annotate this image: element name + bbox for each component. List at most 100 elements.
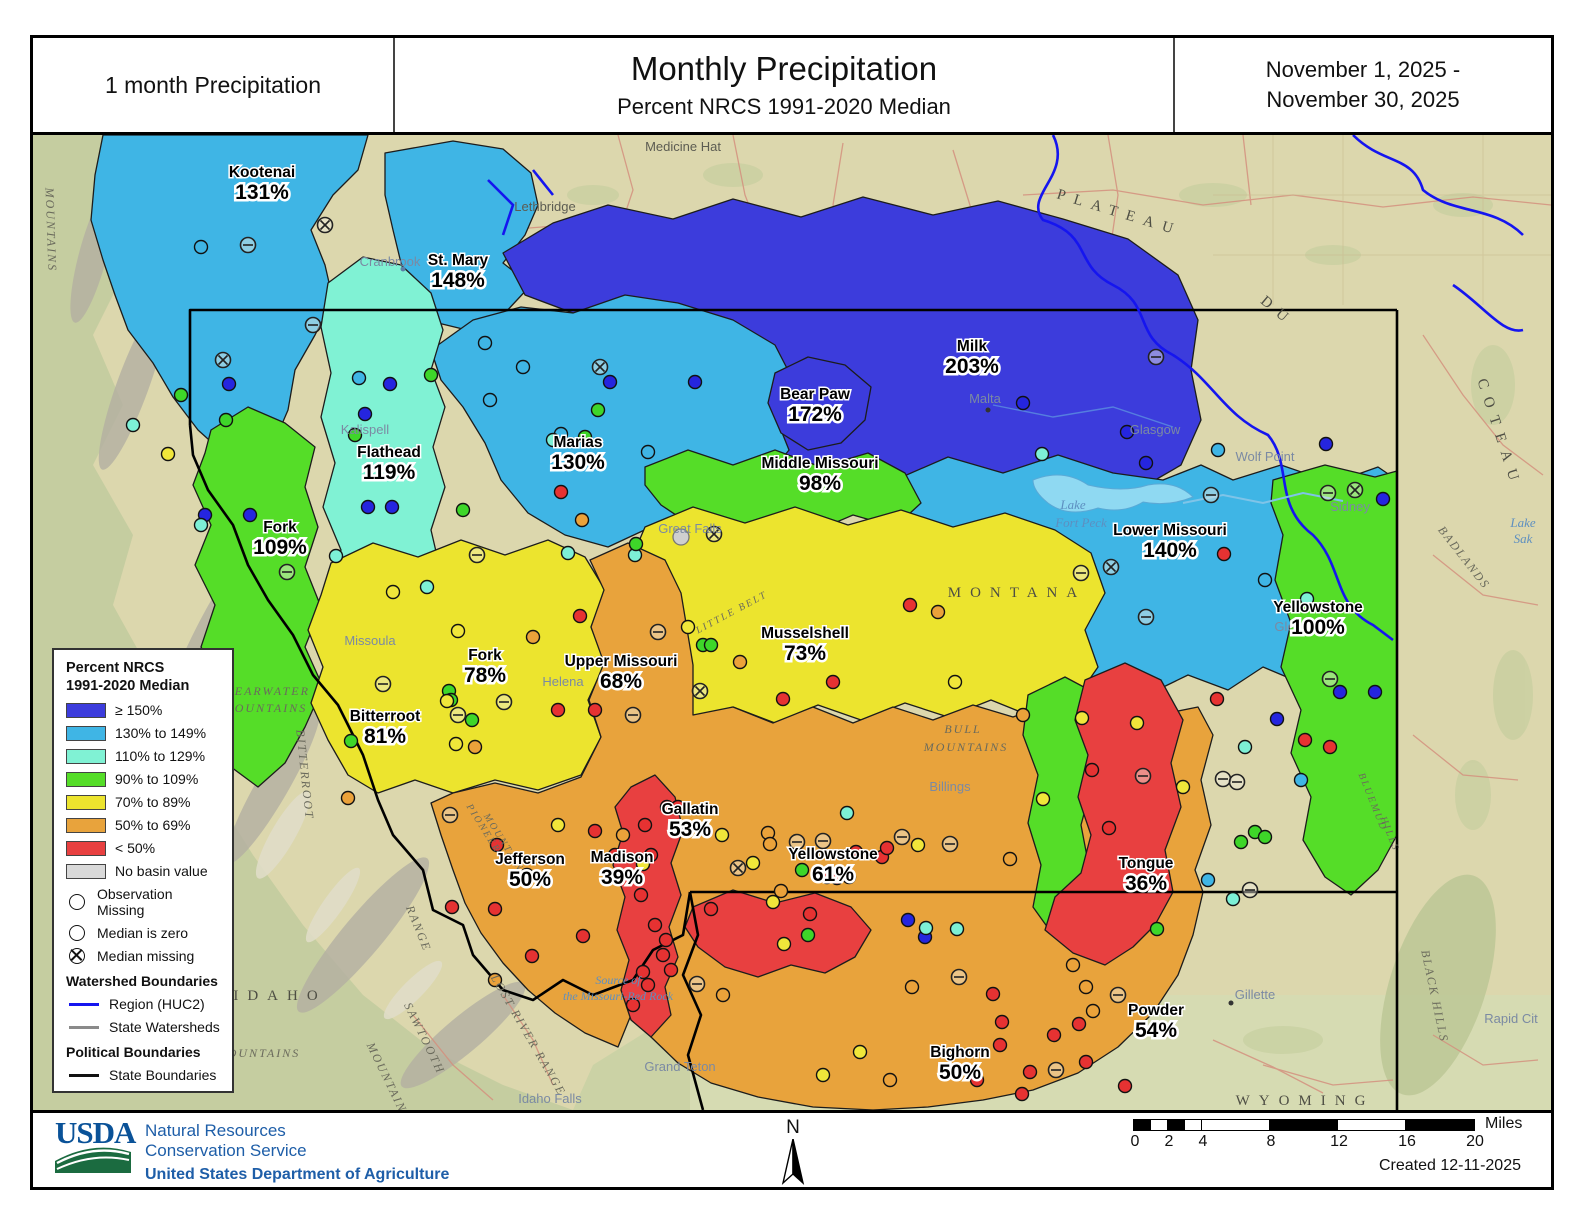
watershed-map-svg: PLATEAU DU COTEAU MONTANA WYOMING IDAHO … [33, 135, 1551, 1110]
svg-text:Grand Teton: Grand Teton [644, 1059, 715, 1074]
svg-text:Helena: Helena [542, 674, 584, 689]
swatch-130-149 [66, 725, 106, 741]
svg-text:IDAHO: IDAHO [233, 988, 326, 1004]
svg-text:MOUNTAINS: MOUNTAINS [222, 701, 307, 715]
header-left-cell: 1 month Precipitation [33, 38, 395, 132]
svg-text:Kootenai: Kootenai [229, 164, 295, 181]
legend-class-row: 110% to 129% [66, 748, 222, 764]
usda-logo-block: USDA Natural Resources Conservation Serv… [55, 1117, 449, 1184]
legend-symbol-row: Median is zero [66, 925, 222, 942]
svg-text:Rapid Cit: Rapid Cit [1484, 1011, 1538, 1026]
swatch-90-109 [66, 771, 106, 787]
svg-text:50%: 50% [509, 868, 551, 891]
svg-text:Gallatin: Gallatin [662, 801, 719, 818]
scale-ticks: 0 2 4 8 12 16 20 [1130, 1133, 1484, 1150]
region-huc2-line-icon [69, 1002, 99, 1006]
svg-text:Great Falls: Great Falls [658, 521, 722, 536]
svg-text:Tongue: Tongue [1119, 855, 1174, 872]
svg-text:Source of: Source of [595, 973, 642, 987]
basin-bearpaw-outline [767, 356, 872, 451]
svg-text:81%: 81% [364, 725, 406, 748]
date-range-line1: November 1, 2025 - [1265, 57, 1461, 83]
svg-text:the Missouri-Red Rock: the Missouri-Red Rock [563, 989, 674, 1003]
svg-text:100%: 100% [1291, 616, 1345, 639]
created-date: Created 12-11-2025 [1378, 1157, 1521, 1174]
svg-text:36%: 36% [1125, 872, 1167, 895]
station-dots [125, 216, 1391, 1102]
svg-text:119%: 119% [363, 461, 416, 484]
no-basin-patch [672, 528, 690, 546]
date-range-line2: November 30, 2025 [1266, 87, 1460, 112]
median-missing-icon [69, 948, 85, 965]
legend-class-row: 90% to 109% [66, 771, 222, 787]
political-boundaries-heading: Political Boundaries [66, 1044, 201, 1061]
swatch-lt50 [66, 840, 106, 856]
svg-text:Fork: Fork [263, 519, 297, 536]
svg-text:78%: 78% [464, 664, 506, 687]
product-label: 1 month Precipitation [104, 71, 322, 98]
legend-class-row: 70% to 89% [66, 794, 222, 810]
svg-text:MOUNTAINS: MOUNTAINS [42, 186, 59, 272]
scale-unit-label: Miles [1485, 1115, 1523, 1132]
legend-line-row: State Boundaries [66, 1067, 222, 1083]
legend-symbol-row: Observation Missing [66, 886, 222, 918]
legend-line-row: Region (HUC2) [66, 996, 222, 1012]
scale-bar-segments [1133, 1119, 1475, 1131]
svg-text:Idaho Falls: Idaho Falls [518, 1091, 582, 1106]
usda-logo: USDA [55, 1117, 136, 1184]
legend-class-row: No basin value [66, 863, 222, 879]
svg-text:50%: 50% [939, 1061, 981, 1084]
svg-text:Upper Missouri: Upper Missouri [565, 653, 678, 670]
north-arrow: N [781, 1117, 805, 1191]
swatch-110-129 [66, 748, 106, 764]
svg-text:Fork: Fork [468, 647, 502, 664]
basin-stmary [384, 140, 539, 332]
median-zero-icon [69, 925, 85, 942]
svg-text:Middle Missouri: Middle Missouri [761, 455, 878, 472]
svg-text:Musselshell: Musselshell [761, 625, 849, 642]
svg-text:WYOMING: WYOMING [1236, 1093, 1375, 1109]
svg-text:Kalispell: Kalispell [341, 422, 390, 437]
svg-text:MONTANA: MONTANA [948, 585, 1086, 601]
svg-text:Lethbridge: Lethbridge [514, 199, 575, 214]
svg-text:131%: 131% [235, 181, 289, 204]
svg-text:39%: 39% [601, 866, 643, 889]
svg-text:203%: 203% [945, 355, 999, 378]
svg-text:MOUNTAINS: MOUNTAINS [215, 1046, 300, 1060]
svg-text:Yellowstone: Yellowstone [1273, 599, 1363, 616]
svg-text:Bear Paw: Bear Paw [780, 386, 851, 403]
svg-text:130%: 130% [551, 451, 605, 474]
legend-title-line2: 1991-2020 Median [66, 678, 190, 695]
svg-text:109%: 109% [253, 536, 307, 559]
svg-text:172%: 172% [788, 403, 842, 426]
svg-text:Billings: Billings [929, 779, 971, 794]
svg-text:Sak: Sak [1514, 531, 1533, 546]
legend-line-row: State Watersheds [66, 1019, 222, 1035]
footer: USDA Natural Resources Conservation Serv… [33, 1110, 1551, 1187]
region-huc2-lines [487, 135, 1524, 642]
agency-text: Natural Resources Conservation Service U… [145, 1119, 449, 1184]
svg-text:Bighorn: Bighorn [930, 1044, 989, 1061]
svg-text:Malta: Malta [969, 391, 1002, 406]
department-line: United States Department of Agriculture [145, 1166, 450, 1184]
svg-text:Jefferson: Jefferson [495, 851, 565, 868]
svg-text:53%: 53% [669, 818, 711, 841]
svg-text:Bitterroot: Bitterroot [350, 708, 421, 725]
svg-text:68%: 68% [600, 670, 642, 693]
page-subtitle: Percent NRCS 1991-2020 Median [617, 94, 951, 119]
water-labels: Lake Fort Peck Source of the Missouri-Re… [563, 497, 1536, 1003]
svg-text:Fort Peck: Fort Peck [1054, 515, 1107, 530]
city-labels: Medicine Hat Lethbridge Cranbrook Kalisp… [341, 139, 1538, 1106]
legend: Percent NRCS 1991-2020 Median ≥ 150% 130… [52, 648, 234, 1094]
svg-text:Cranbrook: Cranbrook [360, 254, 421, 269]
svg-text:148%: 148% [431, 269, 485, 292]
legend-class-row: 130% to 149% [66, 725, 222, 741]
svg-text:Sidney: Sidney [1330, 499, 1370, 514]
svg-text:Lower Missouri: Lower Missouri [1113, 522, 1227, 539]
legend-class-row: < 50% [66, 840, 222, 856]
scale-bar: Miles 0 2 4 8 12 16 20 [1130, 1115, 1533, 1150]
agency-line1: Natural Resources [145, 1121, 286, 1140]
header: 1 month Precipitation Monthly Precipitat… [33, 38, 1551, 135]
svg-text:Powder: Powder [1128, 1002, 1184, 1019]
usda-field-icon [55, 1147, 131, 1173]
